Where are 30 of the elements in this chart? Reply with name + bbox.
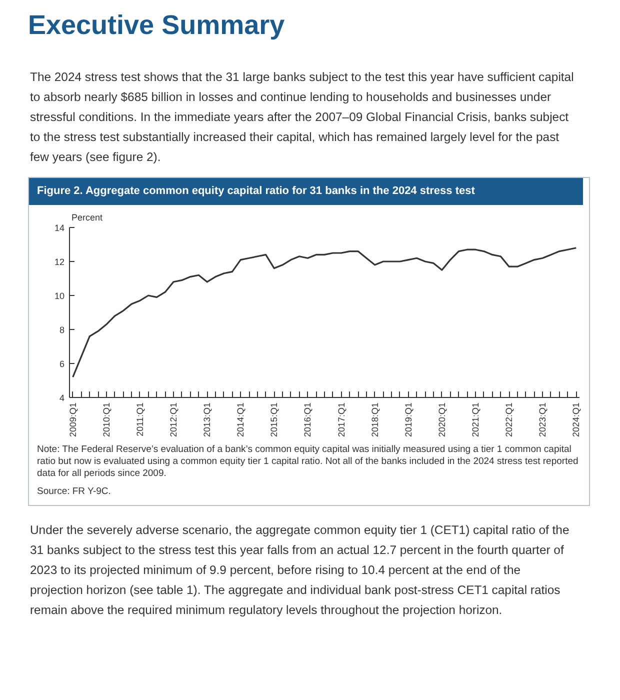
- y-tick-label: 14: [54, 223, 65, 234]
- x-tick-label: 2023:Q1: [538, 402, 548, 438]
- x-tick-label: 2016:Q1: [302, 402, 313, 438]
- x-tick-label: 2019:Q1: [403, 402, 414, 438]
- x-tick-label: 2013:Q1: [202, 402, 212, 438]
- y-tick-label: 10: [54, 291, 65, 302]
- text: The 2024 stress test shows that the 31 large banks subject to the test this year have sufficient capital to absorb nearly $685 billion in losses and continue lending to households and businesses under stressful conditions. In the immediate years after the 2007–09 Global Financial Crisis, banks subject to the stress test substantially increased their capital, which has remained largely level for the past few years (see figure 2).: [30, 68, 575, 166]
- chart-title: Figure 2. Aggregate common equity capital ratio for 31 banks in the 2024 stress test: [37, 184, 475, 199]
- x-tick-label: 2011:Q1: [134, 402, 145, 437]
- text: Executive Summary: [28, 9, 285, 42]
- x-tick-label: 2018:Q1: [370, 402, 380, 438]
- x-tick-label: 2021:Q1: [470, 402, 480, 438]
- x-tick-label: 2015:Q1: [269, 402, 280, 438]
- text: Under the severely adverse scenario, the aggregate common equity tier 1 (CET1) capital ratio of the 31 banks subject to the stress test this year falls from an actual 12.7 percent in the fourth quarter of 2023 to its projected minimum of 9.9 percent, before rising to 10.4 percent at the end of the projection horizon (see table 1). The aggregate and individual bank post-stress CET1 capital ratios remain above the required minimum regulatory levels throughout the projection horizon.: [30, 522, 570, 619]
- x-tick-label: 2010:Q1: [101, 402, 112, 438]
- x-tick-label: 2009:Q1: [68, 402, 78, 438]
- x-tick-label: 2020:Q1: [436, 402, 447, 438]
- source-note: Source: FR Y-9C.: [37, 485, 111, 499]
- y-tick-label: 4: [59, 393, 65, 404]
- x-tick-label: 2017:Q1: [336, 402, 346, 438]
- x-tick-label: 2022:Q1: [504, 402, 514, 438]
- y-tick-label: 12: [54, 257, 65, 268]
- y-axis-title: Percent: [72, 212, 104, 223]
- x-tick-label: 2014:Q1: [236, 402, 246, 438]
- x-tick-label: 2024:Q1: [571, 402, 582, 438]
- x-tick-label: 2012:Q1: [168, 402, 179, 438]
- text: Note: The Federal Reserve’s evaluation of a bank’s common equity capital was initially measured using a tier 1 common capital ratio but now is evaluated using a common equity tier 1 capital ratio. Not all of the banks included in the 2024 stress test reported data for all periods since 2009.: [37, 444, 580, 480]
- line-series: [72, 247, 577, 378]
- y-tick-label: 6: [59, 359, 65, 370]
- y-tick-label: 8: [59, 325, 65, 336]
